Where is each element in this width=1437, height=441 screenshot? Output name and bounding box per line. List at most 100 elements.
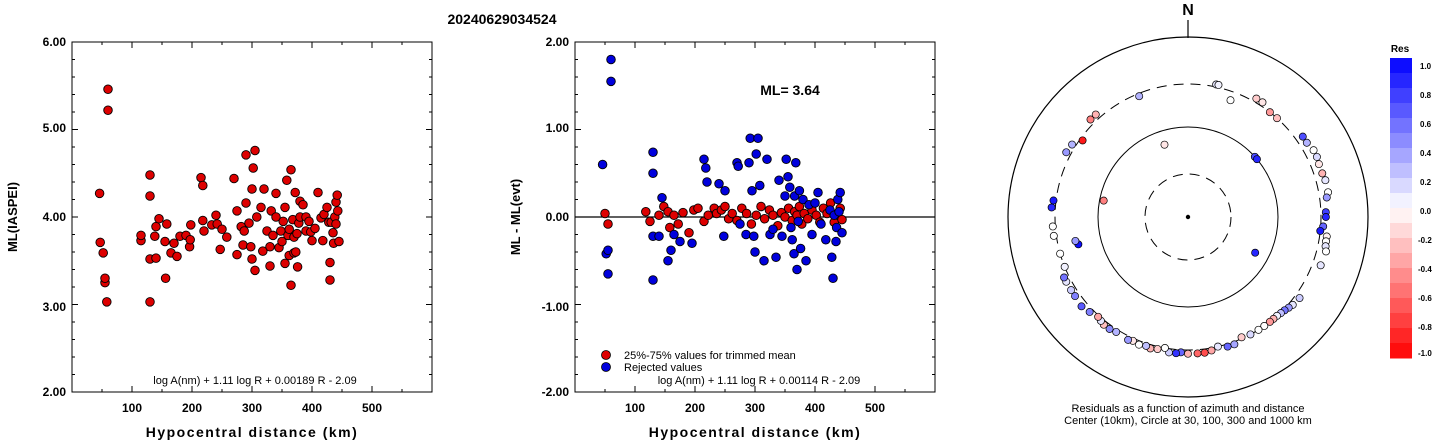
colorbar-cells [1390, 58, 1412, 359]
data-point [198, 180, 208, 191]
data-point [835, 187, 845, 198]
data-point [645, 216, 655, 227]
data-point [787, 234, 797, 245]
data-point [648, 168, 658, 178]
polar-point [1085, 308, 1094, 316]
data-point [239, 226, 249, 236]
scatter-points-2 [597, 54, 847, 285]
polar-point [1049, 196, 1058, 205]
data-point [280, 202, 290, 213]
data-point [169, 238, 179, 248]
data-point [777, 231, 787, 241]
data-point [256, 202, 266, 213]
y-axis-label-1: ML(IASPEI) [5, 182, 20, 252]
data-point [266, 206, 276, 216]
polar-point [1207, 346, 1216, 355]
data-point [794, 185, 805, 196]
data-point [241, 150, 251, 160]
polar-point [1316, 226, 1325, 235]
legend-label-accepted: 25%-75% values for trimmed mean [624, 350, 796, 362]
polar-point [1214, 81, 1223, 89]
polar-point [1230, 340, 1239, 349]
colorbar-cell [1390, 148, 1412, 164]
data-point [786, 222, 796, 233]
colorbar-cell [1390, 343, 1412, 359]
data-point [160, 273, 171, 284]
polar-point [1260, 321, 1269, 330]
ml-annotation: ML= 3.64 [760, 82, 820, 98]
colorbar-tick-label: 0.8 [1420, 91, 1432, 100]
data-point [774, 175, 784, 185]
colorbar: Res 1.0 0.8 0.6 0.4 0.2 0.0 -0.2 -0.4 -0… [1390, 44, 1432, 359]
data-point [102, 297, 112, 307]
data-point [98, 248, 108, 258]
data-point [250, 265, 260, 276]
data-point [699, 154, 709, 164]
polar-point [1160, 140, 1169, 149]
colorbar-cell [1390, 58, 1412, 74]
colorbar-tick-label: -0.2 [1418, 236, 1432, 245]
colorbar-cell [1390, 208, 1412, 224]
formula-1: log A(nm) + 1.11 log R + 0.00189 R - 2.0… [153, 375, 356, 387]
data-point [265, 241, 275, 252]
data-point [322, 202, 332, 213]
data-point [768, 224, 778, 234]
polar-point [1226, 96, 1235, 105]
x-tick-labels-1: 100 200 300 400 500 [122, 401, 382, 415]
data-point [641, 206, 651, 217]
data-point [196, 172, 206, 183]
data-point [693, 203, 703, 213]
x-tick-label: 200 [182, 401, 202, 415]
data-point [678, 207, 688, 218]
data-point [669, 210, 679, 220]
data-point [252, 212, 262, 222]
data-point [259, 184, 269, 194]
data-point [286, 280, 296, 291]
ring-30km [1144, 173, 1232, 261]
data-point [783, 171, 793, 182]
data-point [684, 227, 694, 238]
data-point [657, 192, 667, 203]
data-point [669, 229, 679, 240]
data-point [215, 244, 225, 255]
data-point [247, 184, 257, 194]
data-point [325, 275, 335, 285]
polar-point [1265, 108, 1274, 117]
x-tick-label: 500 [865, 401, 885, 415]
data-point [292, 228, 302, 239]
data-point [821, 234, 831, 245]
data-point [199, 226, 209, 236]
data-point [286, 164, 296, 175]
polar-point [1223, 342, 1232, 351]
data-point [816, 219, 826, 229]
x-tick-label: 300 [242, 401, 262, 415]
colorbar-cell [1390, 88, 1412, 104]
polar-point [1254, 325, 1263, 334]
data-point [792, 264, 802, 275]
data-point [268, 230, 278, 241]
polar-point [1099, 196, 1108, 205]
data-point [334, 236, 344, 247]
ring-100km [1097, 126, 1279, 308]
colorbar-cell [1390, 118, 1412, 134]
colorbar-cell [1390, 298, 1412, 314]
data-point [247, 254, 257, 264]
tick-marks-1 [71, 41, 433, 393]
data-point [714, 178, 724, 189]
data-point [186, 220, 196, 230]
polar-point [1252, 94, 1261, 103]
polar-point [1321, 213, 1330, 221]
data-point [328, 227, 338, 238]
data-point [603, 269, 613, 279]
data-point [95, 237, 105, 248]
y-tick-label: 6.00 [43, 35, 67, 49]
scatter-points-1 [94, 84, 344, 307]
data-point [789, 248, 799, 259]
data-point [751, 210, 761, 220]
data-point [331, 219, 341, 229]
data-point [780, 191, 790, 201]
polar-point [1086, 115, 1095, 124]
legend-marker-rejected [601, 362, 611, 372]
colorbar-cell [1390, 283, 1412, 299]
data-point [606, 54, 616, 65]
